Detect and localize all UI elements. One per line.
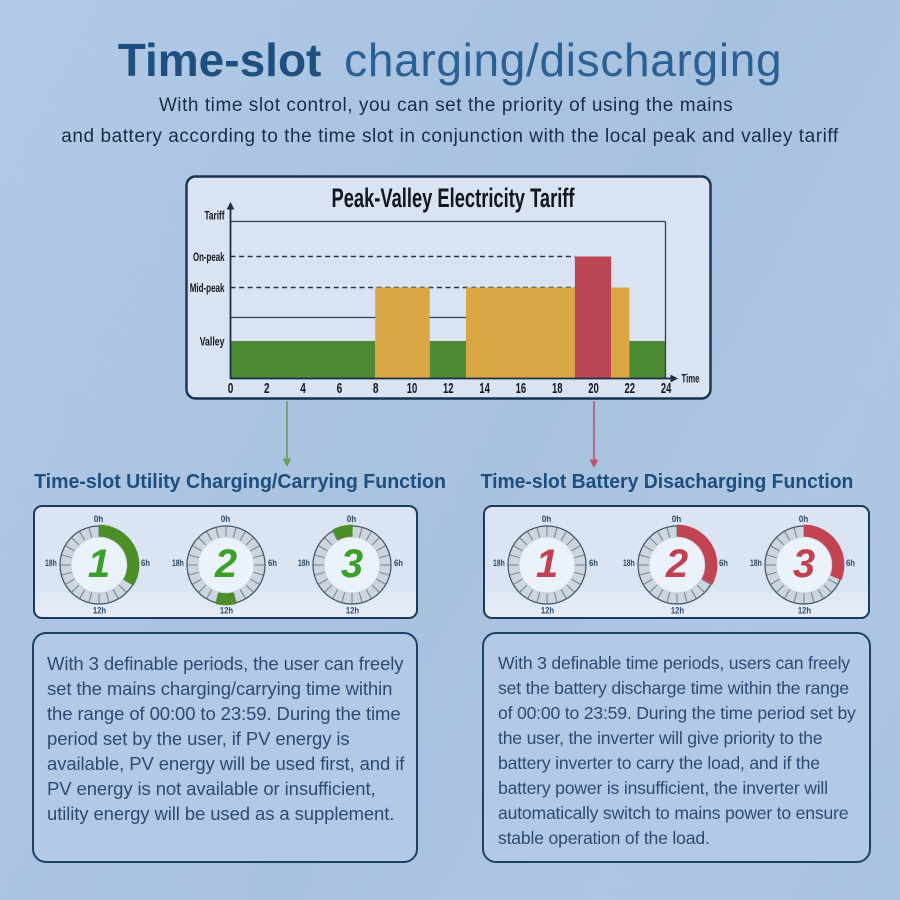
svg-text:16: 16 <box>516 380 527 397</box>
svg-text:18h: 18h <box>172 558 184 568</box>
svg-text:1: 1 <box>88 542 110 586</box>
svg-text:6h: 6h <box>719 558 728 568</box>
svg-text:12h: 12h <box>541 605 554 615</box>
svg-text:24: 24 <box>661 380 672 397</box>
svg-text:1: 1 <box>536 542 558 586</box>
svg-text:3: 3 <box>341 542 363 586</box>
svg-text:20: 20 <box>588 380 599 397</box>
svg-text:0h: 0h <box>672 514 682 524</box>
svg-text:12h: 12h <box>93 605 106 615</box>
svg-text:Time: Time <box>682 372 700 386</box>
svg-text:0: 0 <box>228 380 234 397</box>
svg-text:Tariff: Tariff <box>205 208 225 222</box>
svg-text:18h: 18h <box>623 558 635 568</box>
svg-text:6: 6 <box>337 380 343 397</box>
svg-text:18h: 18h <box>750 558 762 568</box>
svg-text:2: 2 <box>264 380 270 397</box>
svg-text:6h: 6h <box>394 558 403 568</box>
svg-text:Valley: Valley <box>200 335 225 349</box>
svg-text:Mid-peak: Mid-peak <box>190 281 225 295</box>
svg-text:6h: 6h <box>846 558 855 568</box>
svg-text:0h: 0h <box>542 514 552 524</box>
svg-text:10: 10 <box>407 380 418 397</box>
svg-text:18h: 18h <box>493 558 505 568</box>
svg-text:6h: 6h <box>268 558 277 568</box>
svg-text:3: 3 <box>792 542 814 586</box>
svg-text:2: 2 <box>665 542 688 586</box>
svg-text:18h: 18h <box>45 558 57 568</box>
svg-text:0h: 0h <box>94 514 104 524</box>
svg-text:12h: 12h <box>346 605 359 615</box>
svg-text:6h: 6h <box>141 558 150 568</box>
svg-text:Peak-Valley Electricity Tariff: Peak-Valley Electricity Tariff <box>332 183 576 213</box>
svg-text:22: 22 <box>625 380 636 397</box>
svg-text:4: 4 <box>300 380 306 397</box>
svg-text:0h: 0h <box>798 514 808 524</box>
svg-text:8: 8 <box>373 380 379 397</box>
svg-text:12h: 12h <box>797 605 810 615</box>
svg-text:12h: 12h <box>220 605 233 615</box>
svg-text:0h: 0h <box>347 514 357 524</box>
svg-text:2: 2 <box>214 542 237 586</box>
svg-text:6h: 6h <box>589 558 598 568</box>
svg-text:0h: 0h <box>221 514 231 524</box>
svg-text:18h: 18h <box>298 558 310 568</box>
svg-text:18: 18 <box>552 380 563 397</box>
svg-text:On-peak: On-peak <box>193 250 225 264</box>
svg-text:12: 12 <box>443 380 454 397</box>
svg-text:14: 14 <box>479 380 490 397</box>
svg-text:12h: 12h <box>671 605 684 615</box>
